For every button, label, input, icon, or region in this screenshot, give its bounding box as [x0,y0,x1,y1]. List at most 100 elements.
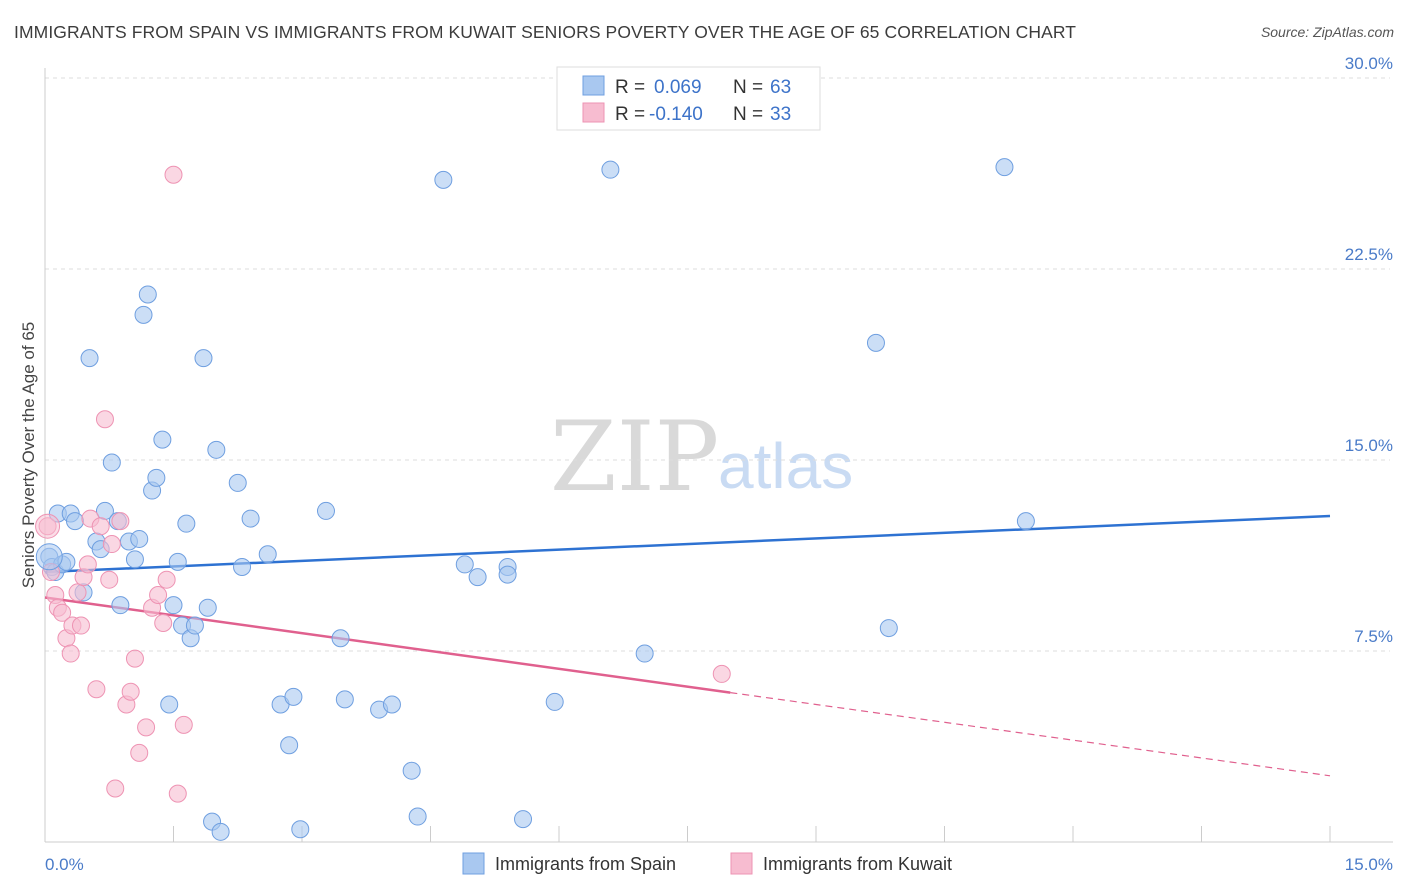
legend-n-value-kuwait: 33 [770,104,791,125]
spain-point [138,285,157,304]
spain-point [601,160,620,179]
spain-point [207,440,226,459]
spain-point [434,170,453,189]
spain-point [228,473,247,492]
trend-line-spain [44,514,1331,574]
legend-swatch-kuwait[interactable] [730,852,753,875]
kuwait-point [125,649,144,668]
spain-point [635,644,654,663]
spain-point [284,687,303,706]
series-spain-points [40,158,1035,841]
kuwait-point [68,583,87,602]
spain-point [382,695,401,714]
spain-point [233,557,252,576]
legend-swatch-spain[interactable] [462,852,485,875]
axes: 7.5% 15.0% 22.5% 30.0% 0.0% 15.0% [44,54,1393,874]
x-tick-label: 15.0% [1345,855,1393,874]
spain-point [1016,512,1035,531]
kuwait-point-cluster [35,513,61,539]
y-axis-label: Seniors Poverty Over the Age of 65 [19,322,38,588]
legend-n-label: N = [733,104,763,125]
chart-title: IMMIGRANTS FROM SPAIN VS IMMIGRANTS FROM… [14,22,1077,42]
x-tick-label: 0.0% [45,855,84,874]
spain-point [65,512,84,531]
kuwait-point [174,715,193,734]
kuwait-point [61,644,80,663]
kuwait-point [95,410,114,429]
legend-swatch-kuwait [582,102,605,123]
spain-point [468,568,487,587]
spain-point [168,552,187,571]
kuwait-point [130,743,149,762]
kuwait-point [712,664,731,683]
y-tick-label: 22.5% [1345,245,1393,264]
y-tick-label: 30.0% [1345,54,1393,73]
spain-point [498,565,517,584]
spain-point [134,305,153,324]
spain-point [866,333,885,352]
kuwait-point [100,570,119,589]
data-points [35,158,1035,841]
legend-label-spain[interactable]: Immigrants from Spain [495,854,676,874]
kuwait-point [121,682,140,701]
stats-legend: R = 0.069 N = 63 R = -0.140 N = 33 [556,66,821,131]
spain-point [331,629,350,648]
kuwait-point [53,603,72,622]
kuwait-point [87,680,106,699]
spain-point [316,501,335,520]
kuwait-point [91,517,110,536]
trend-lines [44,514,1331,777]
spain-point [164,596,183,615]
legend-r-label: R = [615,104,645,125]
spain-point [147,468,166,487]
spain-point [102,453,121,472]
kuwait-point [78,555,97,574]
watermark-zip: ZIP [550,401,719,513]
spain-point-cluster [35,543,63,571]
legend-label-kuwait[interactable]: Immigrants from Kuwait [763,854,952,874]
spain-point [258,545,277,564]
spain-point [194,349,213,368]
spain-point [241,509,260,528]
spain-point [408,807,427,826]
spain-point [545,692,564,711]
watermark: ZIP atlas [550,401,853,513]
spain-point [80,349,99,368]
y-tick-label: 15.0% [1345,436,1393,455]
kuwait-point [106,779,125,798]
kuwait-point [102,535,121,554]
trend-line-kuwait [44,596,731,694]
y-tick-label: 7.5% [1354,627,1393,646]
kuwait-point [137,718,156,737]
kuwait-point [164,165,183,184]
spain-point [125,550,144,569]
kuwait-point [168,784,187,803]
legend-r-label: R = [615,77,645,98]
spain-point [185,616,204,635]
spain-point [280,736,299,755]
kuwait-point [111,512,130,531]
spain-point [153,430,172,449]
spain-point [879,619,898,638]
spain-point [130,529,149,548]
kuwait-point [157,570,176,589]
spain-point [514,810,533,829]
kuwait-point [154,613,173,632]
spain-point [335,690,354,709]
spain-point [995,158,1014,177]
trend-line-kuwait-extrapolated [730,692,1331,777]
kuwait-point [71,616,90,635]
spain-point [160,695,179,714]
series-legend: Immigrants from Spain Immigrants from Ku… [462,852,952,875]
spain-point [402,761,421,780]
spain-point [211,822,230,841]
watermark-atlas: atlas [718,430,853,502]
spain-point [198,598,217,617]
legend-r-value-spain: 0.069 [654,77,702,98]
spain-point [291,820,310,839]
legend-swatch-spain [582,75,605,96]
legend-r-value-kuwait: -0.140 [649,104,703,125]
spain-point [177,514,196,533]
source-label: Source: ZipAtlas.com [1260,24,1394,40]
